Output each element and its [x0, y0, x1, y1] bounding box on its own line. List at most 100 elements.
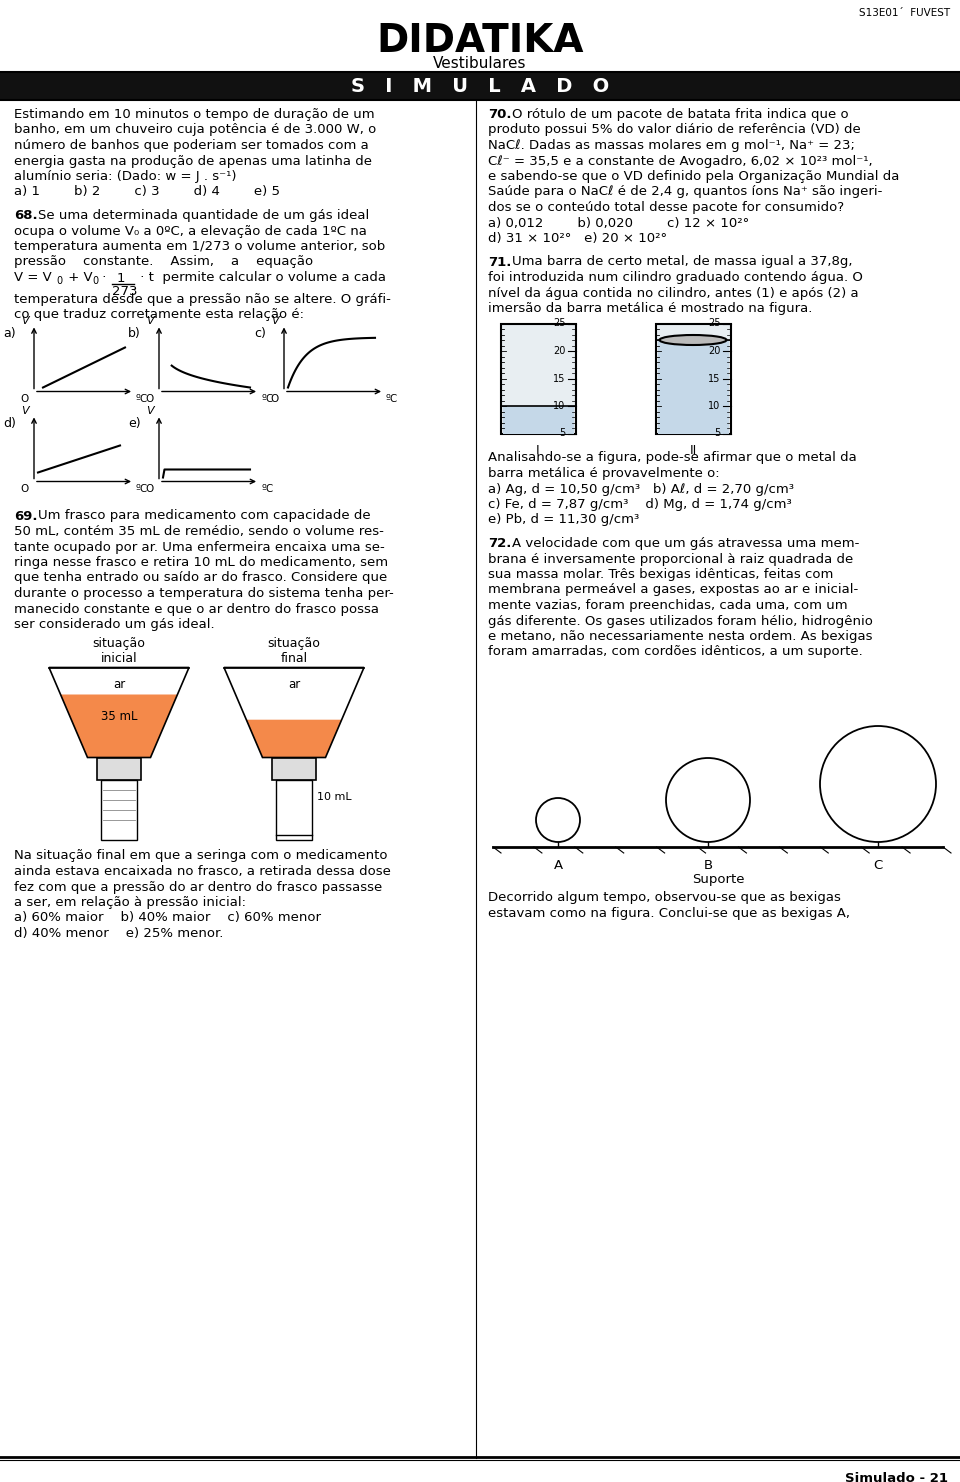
Text: foram amarradas, com cordões idênticos, a um suporte.: foram amarradas, com cordões idênticos, … — [488, 646, 863, 658]
Text: ·: · — [98, 271, 107, 285]
Text: Na situação final em que a seringa com o medicamento: Na situação final em que a seringa com o… — [14, 849, 388, 863]
Text: Decorrido algum tempo, observou-se que as bexigas: Decorrido algum tempo, observou-se que a… — [488, 891, 841, 904]
Text: A: A — [553, 860, 563, 871]
Text: imersão da barra metálica é mostrado na figura.: imersão da barra metálica é mostrado na … — [488, 302, 812, 316]
Text: S13E01´  FUVEST: S13E01´ FUVEST — [859, 7, 950, 18]
Text: número de banhos que poderiam ser tomados com a: número de banhos que poderiam ser tomado… — [14, 139, 369, 153]
Text: ocupa o volume V₀ a 0ºC, a elevação de cada 1ºC na: ocupa o volume V₀ a 0ºC, a elevação de c… — [14, 224, 367, 237]
Text: 5: 5 — [714, 428, 721, 439]
Text: B: B — [704, 860, 712, 871]
Text: a) 1        b) 2        c) 3        d) 4        e) 5: a) 1 b) 2 c) 3 d) 4 e) 5 — [14, 185, 280, 199]
Circle shape — [666, 757, 750, 842]
Text: temperatura desde que a pressão não se altere. O gráfi-: temperatura desde que a pressão não se a… — [14, 292, 391, 305]
Text: alumínio seria: (Dado: w = J . s⁻¹): alumínio seria: (Dado: w = J . s⁻¹) — [14, 170, 236, 182]
Text: co que traduz corretamente esta relação é:: co que traduz corretamente esta relação … — [14, 308, 304, 322]
Text: Se uma determinada quantidade de um gás ideal: Se uma determinada quantidade de um gás … — [38, 209, 370, 222]
Text: pressão    constante.    Assim,    a    equação: pressão constante. Assim, a equação — [14, 255, 313, 268]
Text: ºC: ºC — [136, 485, 148, 495]
Text: a) Ag, d = 10,50 g/cm³   b) Aℓ, d = 2,70 g/cm³: a) Ag, d = 10,50 g/cm³ b) Aℓ, d = 2,70 g… — [488, 483, 794, 495]
Bar — [277, 784, 311, 818]
Bar — [500, 323, 575, 434]
Text: ºC: ºC — [261, 485, 274, 495]
Text: Uma barra de certo metal, de massa igual a 37,8g,: Uma barra de certo metal, de massa igual… — [512, 255, 852, 268]
Text: gás diferente. Os gases utilizados foram hélio, hidrogênio: gás diferente. Os gases utilizados foram… — [488, 615, 873, 627]
Text: sua massa molar. Três bexigas idênticas, feitas com: sua massa molar. Três bexigas idênticas,… — [488, 568, 833, 581]
Text: V: V — [146, 406, 154, 416]
Text: brana é inversamente proporcional à raiz quadrada de: brana é inversamente proporcional à raiz… — [488, 553, 853, 566]
Text: C: C — [874, 860, 882, 871]
Text: Estimando em 10 minutos o tempo de duração de um: Estimando em 10 minutos o tempo de duraç… — [14, 108, 374, 122]
Text: ar: ar — [113, 677, 125, 691]
Text: barra metálica é provavelmente o:: barra metálica é provavelmente o: — [488, 467, 720, 480]
Text: 68.: 68. — [14, 209, 37, 222]
Text: 0: 0 — [56, 276, 62, 286]
Text: O: O — [146, 485, 154, 495]
Text: 10 mL: 10 mL — [317, 793, 351, 802]
Text: temperatura aumenta em 1/273 o volume anterior, sob: temperatura aumenta em 1/273 o volume an… — [14, 240, 385, 253]
Text: ºC: ºC — [261, 394, 274, 405]
Text: durante o processo a temperatura do sistema tenha per-: durante o processo a temperatura do sist… — [14, 587, 394, 600]
Text: ºC: ºC — [386, 394, 398, 405]
Text: 15: 15 — [708, 373, 721, 384]
Text: a) 0,012        b) 0,020        c) 12 × 10²°: a) 0,012 b) 0,020 c) 12 × 10²° — [488, 216, 749, 230]
Text: c): c) — [254, 328, 266, 341]
Text: foi introduzida num cilindro graduado contendo água. O: foi introduzida num cilindro graduado co… — [488, 271, 863, 285]
Text: membrana permeável a gases, expostas ao ar e inicial-: membrana permeável a gases, expostas ao … — [488, 584, 858, 596]
Text: I: I — [537, 443, 540, 456]
Text: Um frasco para medicamento com capacidade de: Um frasco para medicamento com capacidad… — [38, 510, 371, 523]
Text: 273: 273 — [112, 285, 137, 298]
Text: fez com que a pressão do ar dentro do frasco passasse: fez com que a pressão do ar dentro do fr… — [14, 880, 382, 894]
Text: V: V — [146, 317, 154, 326]
Text: d) 31 × 10²°   e) 20 × 10²°: d) 31 × 10²° e) 20 × 10²° — [488, 233, 667, 245]
Text: 1: 1 — [117, 273, 126, 285]
Text: mente vazias, foram preenchidas, cada uma, com um: mente vazias, foram preenchidas, cada um… — [488, 599, 848, 612]
Text: produto possui 5% do valor diário de referência (VD) de: produto possui 5% do valor diário de ref… — [488, 123, 861, 136]
Text: e): e) — [129, 418, 141, 430]
Text: DIDATIKA: DIDATIKA — [376, 22, 584, 59]
Circle shape — [536, 797, 580, 842]
Text: banho, em um chuveiro cuja potência é de 3.000 W, o: banho, em um chuveiro cuja potência é de… — [14, 123, 376, 136]
Text: Suporte: Suporte — [692, 873, 744, 886]
Text: inicial: inicial — [101, 652, 137, 664]
Text: e sabendo-se que o VD definido pela Organização Mundial da: e sabendo-se que o VD definido pela Orga… — [488, 170, 900, 182]
Text: II: II — [689, 443, 697, 456]
Text: final: final — [280, 652, 307, 664]
Bar — [658, 339, 729, 434]
Text: d): d) — [3, 418, 16, 430]
Bar — [276, 780, 312, 839]
Text: 25: 25 — [708, 319, 721, 329]
Text: 15: 15 — [553, 373, 565, 384]
Text: · t  permite calcular o volume a cada: · t permite calcular o volume a cada — [136, 271, 386, 285]
Bar — [102, 780, 136, 839]
Text: V: V — [21, 406, 29, 416]
Text: ar: ar — [288, 677, 300, 691]
Text: Saúde para o NaCℓ é de 2,4 g, quantos íons Na⁺ são ingeri-: Saúde para o NaCℓ é de 2,4 g, quantos ío… — [488, 185, 882, 199]
Text: Vestibulares: Vestibulares — [433, 56, 527, 71]
Text: 50 mL, contém 35 mL de remédio, sendo o volume res-: 50 mL, contém 35 mL de remédio, sendo o … — [14, 525, 384, 538]
Text: e) Pb, d = 11,30 g/cm³: e) Pb, d = 11,30 g/cm³ — [488, 513, 639, 526]
Text: dos se o conteúdo total desse pacote for consumido?: dos se o conteúdo total desse pacote for… — [488, 202, 844, 213]
Text: 70.: 70. — [488, 108, 512, 122]
Text: A velocidade com que um gás atravessa uma mem-: A velocidade com que um gás atravessa um… — [512, 536, 859, 550]
Text: b): b) — [129, 328, 141, 341]
Text: manecido constante e que o ar dentro do frasco possa: manecido constante e que o ar dentro do … — [14, 603, 379, 615]
Text: que tenha entrado ou saído ar do frasco. Considere que: que tenha entrado ou saído ar do frasco.… — [14, 572, 387, 584]
Ellipse shape — [660, 335, 727, 345]
Text: e metano, não necessariamente nesta ordem. As bexigas: e metano, não necessariamente nesta orde… — [488, 630, 873, 643]
Text: situação: situação — [92, 637, 145, 651]
Text: NaCℓ. Dadas as massas molares em g mol⁻¹, Na⁺ = 23;: NaCℓ. Dadas as massas molares em g mol⁻¹… — [488, 139, 854, 153]
Text: 10: 10 — [708, 402, 721, 411]
Bar — [656, 323, 731, 434]
Circle shape — [820, 726, 936, 842]
Text: ainda estava encaixada no frasco, a retirada dessa dose: ainda estava encaixada no frasco, a reti… — [14, 865, 391, 877]
Text: Analisando-se a figura, pode-se afirmar que o metal da: Analisando-se a figura, pode-se afirmar … — [488, 452, 856, 464]
Bar — [272, 757, 316, 780]
Text: O: O — [21, 485, 29, 495]
Bar — [97, 757, 141, 780]
Text: energia gasta na produção de apenas uma latinha de: energia gasta na produção de apenas uma … — [14, 154, 372, 167]
Text: estavam como na figura. Conclui-se que as bexigas A,: estavam como na figura. Conclui-se que a… — [488, 907, 850, 919]
Text: a) 60% maior    b) 40% maior    c) 60% menor: a) 60% maior b) 40% maior c) 60% menor — [14, 911, 321, 925]
Polygon shape — [60, 695, 178, 757]
Text: 20: 20 — [553, 345, 565, 356]
Text: 10: 10 — [553, 402, 565, 411]
